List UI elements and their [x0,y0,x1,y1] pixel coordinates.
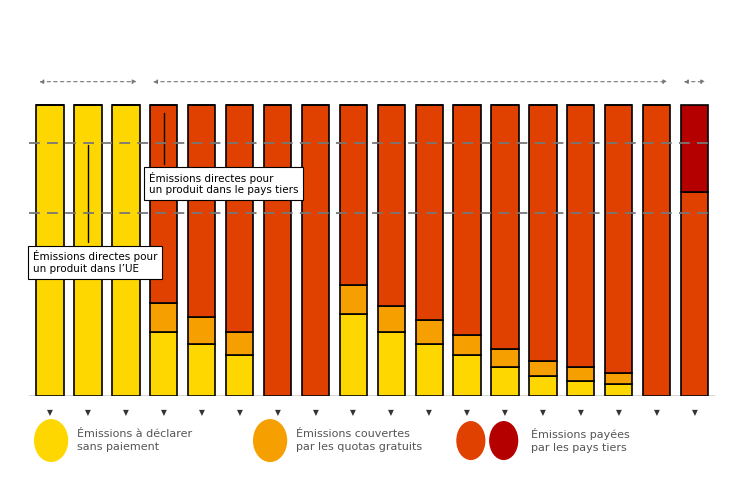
Ellipse shape [457,422,485,459]
Text: ▼: ▼ [426,408,432,417]
Text: ▼: ▼ [350,408,356,417]
Bar [36,105,64,396]
Bar [567,367,594,382]
Text: ▼: ▼ [502,408,508,417]
Bar [339,314,367,396]
Bar [491,105,518,349]
Bar [415,320,443,344]
Text: ▼: ▼ [388,408,394,417]
Bar [605,373,632,384]
Bar [339,285,367,314]
Text: ▼: ▼ [312,408,318,417]
Bar [415,344,443,396]
Text: ▼: ▼ [123,408,128,417]
Bar [150,303,177,332]
Bar [301,105,329,396]
Text: Émissions à déclarer
sans paiement: Émissions à déclarer sans paiement [77,429,192,452]
Text: ▼: ▼ [85,408,91,417]
Text: ▼: ▼ [653,408,660,417]
Bar [150,105,177,303]
Bar [377,306,405,332]
Text: ▼: ▼ [47,408,53,417]
Bar [188,344,215,396]
Bar [453,335,481,355]
Bar [188,317,215,344]
Bar [681,192,708,396]
Bar [150,332,177,396]
Text: ▼: ▼ [161,408,166,417]
Bar [339,105,367,285]
Bar [491,349,518,367]
Bar [415,105,443,320]
Text: ▼: ▼ [274,408,280,417]
Ellipse shape [254,420,287,461]
Ellipse shape [490,422,518,459]
Text: ▼: ▼ [464,408,470,417]
Bar [605,105,632,373]
Bar [681,105,708,192]
Bar [529,105,556,361]
Bar [226,105,253,332]
Bar [491,367,518,396]
Bar [264,105,291,396]
Text: Émissions couvertes
par les quotas gratuits: Émissions couvertes par les quotas gratu… [296,429,422,452]
Text: ▼: ▼ [578,408,584,417]
Bar [74,105,101,396]
Bar [453,105,481,335]
Bar [226,332,253,355]
Bar [529,361,556,376]
Text: Émissions directes pour
un produit dans l’UE: Émissions directes pour un produit dans … [33,146,158,274]
Ellipse shape [34,420,68,461]
Bar [453,355,481,396]
Bar [377,105,405,306]
Text: Émissions payées
par les pays tiers: Émissions payées par les pays tiers [531,428,630,453]
Text: ▼: ▼ [199,408,204,417]
Bar [567,382,594,396]
Bar [567,105,594,367]
Bar [188,105,215,317]
Text: Émissions directes pour
un produit dans le pays tiers: Émissions directes pour un produit dans … [149,113,298,195]
Bar [605,384,632,396]
Text: ▼: ▼ [691,408,697,417]
Text: ▼: ▼ [616,408,622,417]
Bar [643,105,670,396]
Text: ▼: ▼ [540,408,546,417]
Bar [112,105,139,396]
Text: ▼: ▼ [237,408,242,417]
Bar [226,355,253,396]
Bar [529,376,556,396]
Bar [377,332,405,396]
